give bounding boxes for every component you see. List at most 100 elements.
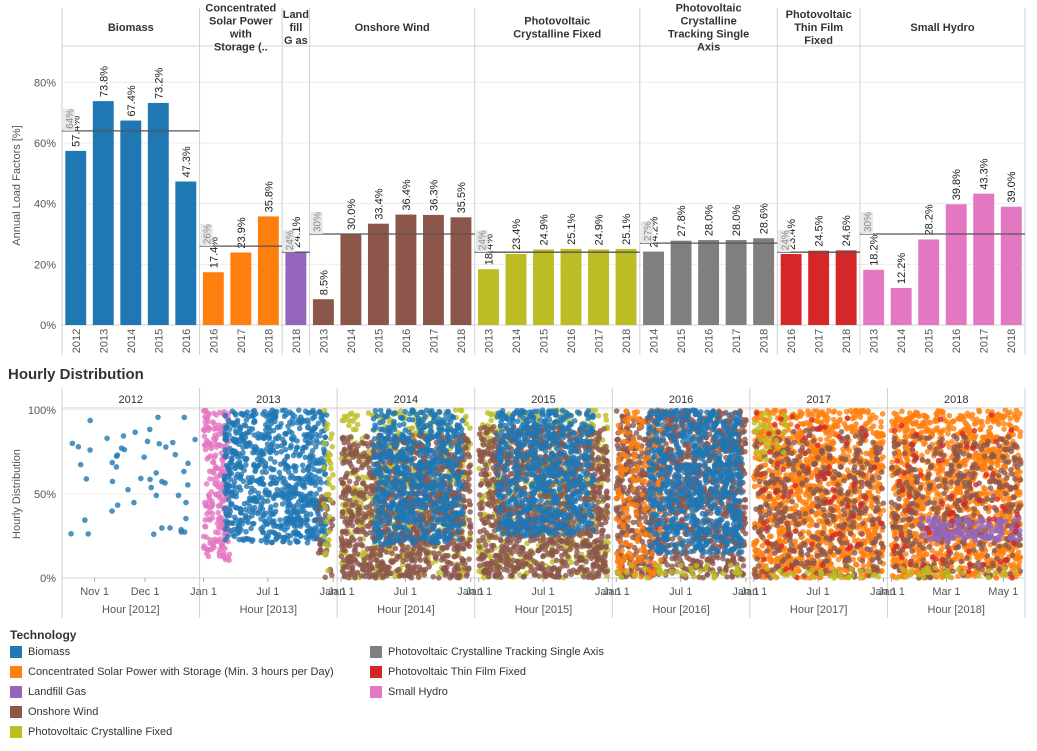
scatter-point bbox=[595, 412, 602, 419]
scatter-point bbox=[349, 410, 355, 417]
scatter-point bbox=[347, 433, 354, 440]
reference-label-bg bbox=[640, 221, 653, 244]
scatter-point bbox=[446, 541, 453, 547]
scatter-point bbox=[478, 499, 485, 506]
scatter-point bbox=[556, 573, 562, 579]
scatter-point bbox=[340, 557, 347, 563]
bar-value-label: 39.8% bbox=[951, 169, 963, 200]
scatter-point bbox=[595, 499, 602, 505]
scatter-point bbox=[423, 529, 430, 535]
scatter-point bbox=[477, 529, 483, 535]
scatter-point bbox=[233, 450, 239, 457]
scatter-point bbox=[567, 546, 574, 553]
scatter-point bbox=[361, 496, 367, 502]
bar-value-label: 28.6% bbox=[759, 203, 771, 234]
scatter-point bbox=[467, 425, 473, 431]
bar-value-label: 28.0% bbox=[704, 205, 716, 236]
scatter-point bbox=[183, 515, 189, 522]
scatter-point bbox=[271, 474, 278, 481]
scatter-point bbox=[364, 523, 370, 529]
scatter-point bbox=[282, 407, 288, 414]
scatter-point bbox=[397, 408, 404, 414]
scatter-point bbox=[77, 461, 84, 468]
scatter-point bbox=[409, 504, 416, 510]
scatter-point bbox=[325, 450, 332, 456]
scatter-point bbox=[354, 560, 360, 566]
scatter-point bbox=[304, 540, 311, 546]
scatter-point bbox=[404, 476, 410, 483]
scatter-point bbox=[423, 551, 430, 557]
scatter-point bbox=[383, 512, 389, 518]
scatter-point bbox=[109, 478, 116, 485]
scatter-point bbox=[213, 538, 220, 544]
scatter-point bbox=[443, 411, 449, 418]
scatter-point bbox=[313, 490, 320, 497]
scatter-point bbox=[377, 548, 384, 554]
scatter-point bbox=[326, 513, 333, 520]
scatter-point bbox=[316, 517, 323, 523]
scatter-point bbox=[408, 485, 415, 491]
scatter-point bbox=[376, 534, 383, 541]
scatter-point bbox=[370, 415, 377, 422]
scatter-point bbox=[489, 493, 496, 500]
scatter-point bbox=[87, 417, 93, 424]
scatter-point bbox=[244, 430, 250, 436]
scatter-point bbox=[484, 426, 490, 433]
scatter-point bbox=[604, 509, 611, 516]
scatter-point bbox=[415, 501, 421, 508]
scatter-point bbox=[325, 537, 332, 543]
scatter-point bbox=[212, 452, 219, 458]
x-tick-label: Jan 1 bbox=[190, 586, 217, 598]
scatter-point bbox=[222, 431, 229, 438]
bar bbox=[202, 272, 224, 325]
scatter-point bbox=[463, 573, 470, 579]
scatter-point bbox=[211, 410, 217, 417]
scatter-point bbox=[346, 554, 353, 561]
scatter-point bbox=[573, 553, 580, 559]
scatter-point bbox=[377, 407, 384, 414]
scatter-point bbox=[476, 562, 483, 569]
scatter-point bbox=[454, 513, 460, 520]
scatter-point bbox=[418, 480, 425, 486]
scatter-point bbox=[434, 506, 441, 512]
x-tick-label: Jul 1 bbox=[256, 586, 279, 598]
scatter-point bbox=[216, 518, 223, 525]
reference-label: 30% bbox=[863, 212, 874, 232]
scatter-point bbox=[605, 462, 611, 469]
scatter-point bbox=[408, 447, 415, 453]
bar bbox=[560, 248, 582, 325]
scatter-point bbox=[455, 546, 462, 552]
scatter-point bbox=[393, 443, 399, 450]
scatter-point bbox=[237, 430, 243, 436]
scatter-point bbox=[485, 500, 492, 507]
x-tick-label: Jan 1 bbox=[457, 586, 484, 598]
scatter-point bbox=[380, 517, 386, 524]
scatter-point bbox=[350, 426, 357, 433]
scatter-point bbox=[353, 448, 359, 454]
scatter-point bbox=[342, 459, 349, 465]
scatter-point bbox=[304, 516, 311, 523]
scatter-point bbox=[304, 528, 311, 534]
scatter-point bbox=[491, 424, 497, 430]
x-tick-label: 2016 bbox=[704, 329, 716, 353]
scatter-point bbox=[239, 411, 246, 417]
scatter-point bbox=[372, 501, 379, 508]
bar-panel: Small Hydro18.2%201312.2%201428.2%201539… bbox=[859, 8, 1026, 355]
x-tick-label: 2016 bbox=[401, 329, 413, 353]
scatter-point bbox=[431, 550, 437, 556]
scatter-point bbox=[317, 468, 323, 474]
scatter-point bbox=[372, 422, 378, 428]
scatter-point bbox=[385, 424, 391, 431]
scatter-point bbox=[262, 464, 268, 470]
scatter-point bbox=[528, 563, 534, 570]
scatter-point bbox=[436, 534, 443, 540]
scatter-point bbox=[577, 554, 584, 561]
scatter-point bbox=[289, 411, 295, 417]
scatter-point bbox=[458, 438, 465, 445]
x-tick-label: 2017 bbox=[428, 329, 440, 353]
scatter-point bbox=[266, 434, 273, 441]
scatter-point bbox=[297, 414, 304, 420]
scatter-point bbox=[304, 494, 310, 500]
scatter-point bbox=[153, 470, 160, 476]
